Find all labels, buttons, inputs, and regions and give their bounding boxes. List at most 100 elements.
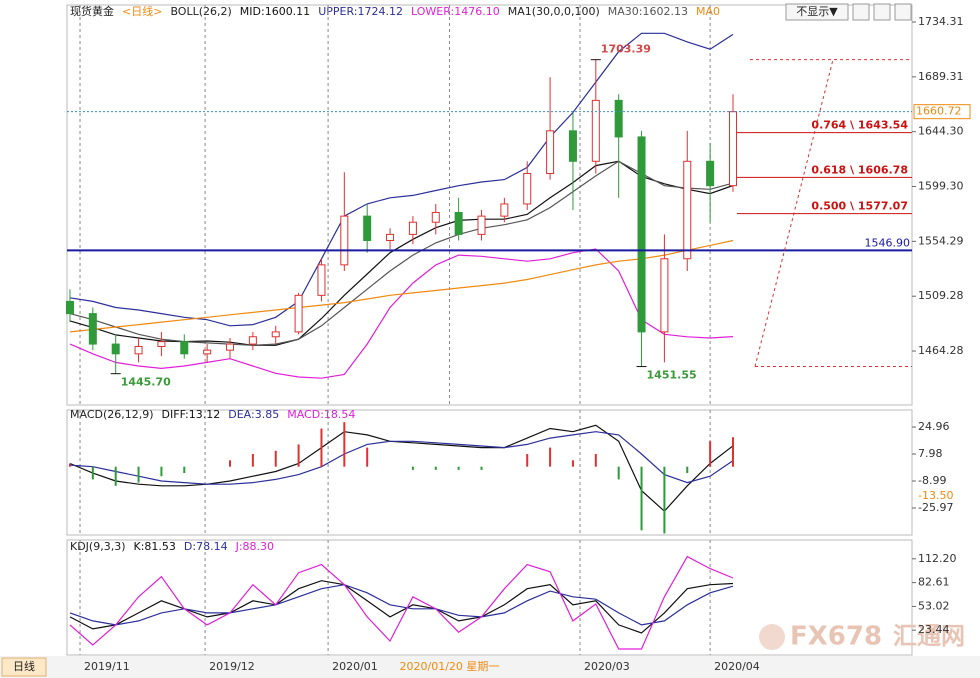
series-line [69,248,734,379]
period: <日线> [122,4,162,18]
price-panel [66,4,913,406]
x-tick-label: 2020/01 [332,660,378,673]
kdj-header: KDJ(9,3,3) K:81.53 D:78.14 J:88.30 [70,540,274,553]
y-tick-label: 1554.29 [918,234,964,247]
period-tab-label[interactable]: 日线 [13,659,35,673]
fib-label: 0.764 \ 1643.54 [811,119,908,132]
candle-body [637,136,646,333]
series-line [69,239,734,333]
candle-body [180,341,189,355]
fib-label: 0.618 \ 1606.78 [811,163,908,176]
x-tick-label: 2020/03 [584,660,630,673]
extreme-label: 1703.39 [601,43,651,56]
indicator: BOLL(26,2) [170,5,231,18]
candle-body [431,211,440,223]
legend-entry: UPPER:1724.12 [318,5,403,18]
candle-body [614,99,623,138]
legend-entry: LOWER:1476.10 [411,5,500,18]
hide-button[interactable] [785,3,849,21]
candle-body [88,313,97,345]
candle-body [111,343,120,355]
candle-body [203,349,212,355]
watermark-logo [759,624,785,650]
y-tick-label: 1689.31 [918,70,964,83]
candle-body [340,215,349,266]
price-header: 现货黄金 <日线> BOLL(26,2) MID:1600.11 UPPER:1… [70,4,720,18]
candle-body [248,336,257,345]
y-tick-label: -25.97 [918,501,953,514]
legend-entry: K:81.53 [134,540,176,553]
tool-icon[interactable] [894,3,912,21]
candle-body [546,130,555,174]
candle-body [386,233,395,241]
panels [0,3,980,678]
candle-body [408,221,417,235]
candle-body [134,346,143,355]
x-tick-label: 2019/12 [209,660,255,673]
legend-entry: MACD:18.54 [287,408,355,421]
candle-body [728,111,737,187]
extreme-label: 1451.55 [647,369,697,382]
candle-body [706,160,715,187]
candle-body [226,343,235,351]
series-line [69,580,734,634]
y-tick-label: 24.96 [918,420,950,433]
series-line [69,32,734,327]
hide-button-label[interactable]: 不显示▼ [796,5,838,18]
cursor-label: 2020/01/20 星期一 [400,660,500,673]
kdj-panel [66,539,913,656]
indicator: KDJ(9,3,3) [70,540,126,553]
extreme-label: 1445.70 [121,376,171,389]
y-tick-label: 1644.30 [918,125,964,138]
candle-body [660,258,669,333]
candle-body [65,300,74,315]
series-line [69,431,734,485]
series-line [69,424,734,513]
candle-body [683,160,692,260]
indicator: MACD(26,12,9) [70,408,154,421]
marker-label: -13.50 [918,489,953,502]
candle-body [477,215,486,235]
legend-entry: J:88.30 [235,540,274,553]
y-tick-label: -8.99 [918,474,946,487]
candle-body [271,331,280,338]
tool-icon[interactable] [873,3,891,21]
x-tick-label: 2020/04 [714,660,760,673]
watermark-cn: 汇通网 [893,622,965,650]
tool-icon[interactable] [852,3,870,21]
symbol: 现货黄金 [70,4,114,18]
y-tick-label: 112.20 [918,552,957,565]
y-tick-label: 1734.31 [918,15,964,28]
series-line [69,555,734,650]
fib-label: 0.500 \ 1577.07 [811,200,908,213]
legend-entry: MID:1600.11 [240,5,310,18]
date-bar [0,656,980,678]
legend-entry: D:78.14 [184,540,228,553]
projection-diagonal [754,59,834,367]
candle-body [591,99,600,162]
macd-panel [66,409,913,536]
period-tab[interactable] [1,657,47,677]
last-price-label: 1660.72 [916,105,962,118]
y-tick-label: 82.61 [918,576,950,589]
candle-body [363,215,372,241]
candle-body [317,264,326,296]
legend-entry: MA30:1602.13 [608,5,688,18]
candle-body [523,172,532,205]
candle-body [454,211,463,235]
candle-body [500,203,509,217]
support-label: 1546.90 [865,236,911,249]
candle-body [568,130,577,162]
watermark-brand: FX678 [790,622,882,652]
series-line [69,584,734,626]
x-tick-label: 2019/11 [84,660,130,673]
legend-entry: DEA:3.85 [228,408,279,421]
candle-body [157,341,166,348]
y-tick-label: 7.98 [918,447,943,460]
legend-entry: MA0 [696,5,720,18]
y-tick-label: 1599.30 [918,180,964,193]
last-price-box [913,104,971,120]
legend-entry: DIFF:13.12 [162,408,221,421]
indicator: MA1(30,0,0,100) [508,5,600,18]
y-tick-label: 23.44 [918,623,950,636]
